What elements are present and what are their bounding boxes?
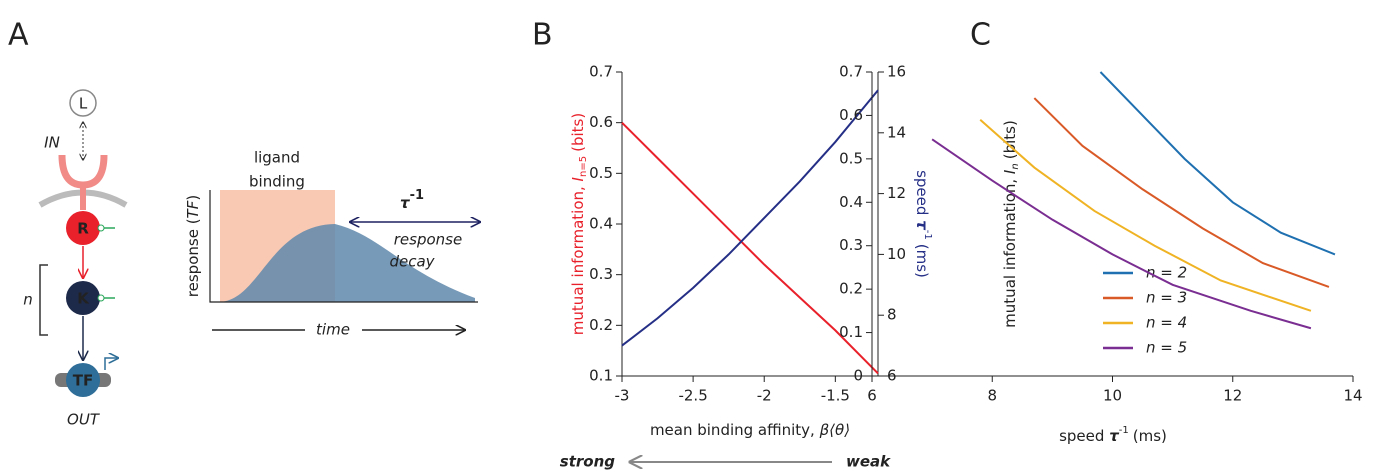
direction-label: weak bbox=[846, 453, 891, 471]
label-part: n bbox=[1010, 163, 1021, 169]
panel-label: B bbox=[532, 18, 553, 53]
y2-tick-label: 12 bbox=[887, 184, 906, 202]
label-part: n=5 bbox=[578, 156, 589, 177]
y-tick-label: 0.6 bbox=[839, 106, 863, 124]
x-tick-label: 8 bbox=[987, 387, 997, 405]
x-axis-label: speed τ-1 (ms) bbox=[1059, 425, 1167, 445]
data-line bbox=[621, 89, 879, 347]
label-part: mutual information, bbox=[569, 181, 587, 335]
binding-label: binding bbox=[249, 173, 305, 191]
y-tick-label: 0.4 bbox=[839, 193, 863, 211]
x-tick-label: -1.5 bbox=[821, 387, 850, 405]
label-part: τ bbox=[914, 220, 932, 230]
label-part: -1 bbox=[922, 230, 933, 240]
x-tick-label: 12 bbox=[1223, 387, 1242, 405]
label-part: (bits) bbox=[569, 113, 587, 152]
y-axis-label: mutual information, In=5 (bits) bbox=[569, 113, 590, 335]
legend-label: n = 2 bbox=[1146, 264, 1187, 282]
y-tick-label: 0.5 bbox=[839, 149, 863, 167]
label-part: -1 bbox=[410, 188, 424, 203]
time-label: time bbox=[316, 321, 350, 339]
data-line bbox=[621, 121, 879, 375]
label-part: (ms) bbox=[914, 244, 932, 278]
y-tick-label: 0.7 bbox=[589, 63, 613, 81]
cascade-length: n bbox=[23, 291, 33, 309]
label-part: τ bbox=[1109, 427, 1119, 445]
y-tick-label: 0.7 bbox=[839, 63, 863, 81]
response-axis-label: response (TF) bbox=[184, 195, 202, 297]
receptor: R bbox=[77, 220, 89, 238]
data-line bbox=[1033, 97, 1330, 288]
x-tick-label: -3 bbox=[615, 387, 630, 405]
y2-tick-label: 16 bbox=[887, 63, 906, 81]
x-tick-label: -2.5 bbox=[678, 387, 707, 405]
label-part: β⟨θ⟩ bbox=[819, 421, 850, 439]
label-part: response ( bbox=[184, 218, 202, 297]
y-tick-label: 0.6 bbox=[589, 113, 613, 131]
y-tick-label: 0 bbox=[853, 367, 863, 385]
y-tick-label: 0.1 bbox=[839, 323, 863, 341]
panel-label: A bbox=[8, 18, 29, 53]
binding-label: ligand bbox=[254, 149, 300, 167]
x-tick-label: 10 bbox=[1103, 387, 1122, 405]
label-part: mean binding affinity, bbox=[650, 421, 820, 439]
tau-label: τ-1 bbox=[400, 188, 424, 212]
data-line bbox=[931, 138, 1312, 330]
y-tick-label: 0.4 bbox=[589, 215, 613, 233]
label-part: speed bbox=[914, 170, 932, 220]
transcription-factor: TF bbox=[73, 372, 93, 390]
label-part: τ bbox=[400, 194, 410, 212]
output-label: OUT bbox=[67, 411, 101, 429]
y-tick-label: 0.3 bbox=[589, 265, 613, 283]
legend-label: n = 4 bbox=[1146, 314, 1187, 332]
x-tick-label: -2 bbox=[757, 387, 772, 405]
y-tick-label: 0.3 bbox=[839, 236, 863, 254]
y-tick-label: 0.5 bbox=[589, 164, 613, 182]
data-line bbox=[1099, 71, 1336, 256]
y-tick-label: 0.1 bbox=[589, 367, 613, 385]
x-axis-label: mean binding affinity, β⟨θ⟩ bbox=[650, 421, 850, 439]
y2-axis-label: speed τ-1 (ms) bbox=[914, 170, 934, 278]
label-part: I bbox=[569, 176, 587, 181]
y2-tick-label: 10 bbox=[887, 245, 906, 263]
legend-label: n = 5 bbox=[1146, 339, 1187, 357]
input-label: IN bbox=[44, 134, 60, 152]
panel-label: C bbox=[970, 18, 991, 53]
x-tick-label: 6 bbox=[867, 387, 877, 405]
label-part: mutual information, bbox=[1001, 174, 1019, 328]
y2-tick-label: 14 bbox=[887, 123, 906, 141]
y-tick-label: 0.2 bbox=[839, 280, 863, 298]
pathway-diagram: L IN R K n TF OUT ligand binding respons… bbox=[23, 89, 480, 429]
decay-label: decay bbox=[389, 253, 435, 271]
label-part: TF bbox=[184, 200, 202, 218]
ligand: L bbox=[79, 95, 88, 113]
label-part: speed bbox=[1059, 427, 1109, 445]
label-part: I bbox=[1001, 169, 1019, 174]
label-part: (ms) bbox=[1133, 427, 1167, 445]
kinase: K bbox=[77, 290, 90, 308]
y2-tick-label: 8 bbox=[887, 306, 897, 324]
y-axis-label: mutual information, In(bits) bbox=[1001, 120, 1022, 328]
y-tick-label: 0.2 bbox=[589, 316, 613, 334]
x-tick-label: 14 bbox=[1343, 387, 1362, 405]
label-part: -1 bbox=[1119, 425, 1129, 436]
legend-label: n = 3 bbox=[1146, 289, 1187, 307]
label-part: ) bbox=[184, 195, 202, 201]
data-line bbox=[979, 119, 1312, 312]
direction-label: strong bbox=[560, 453, 615, 471]
decay-label: response bbox=[394, 231, 462, 249]
